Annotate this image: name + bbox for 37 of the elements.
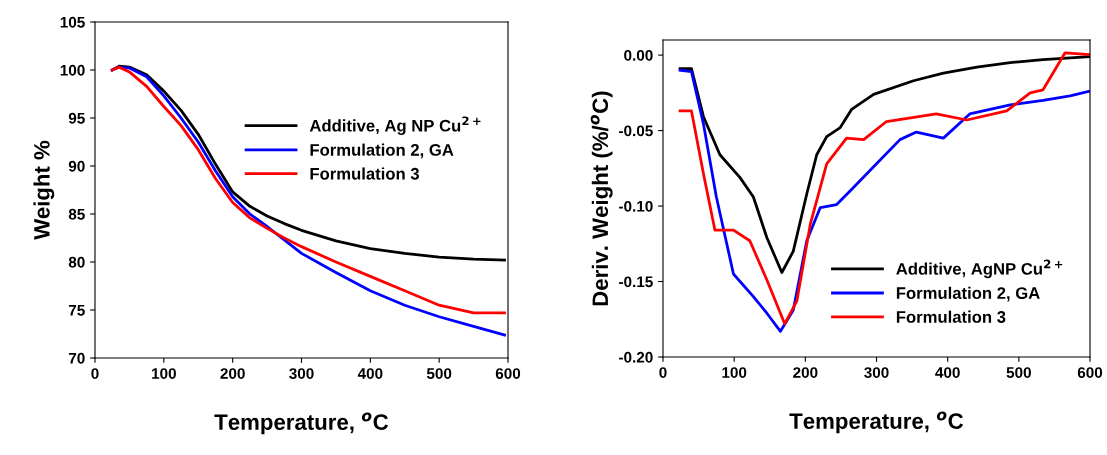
x-tick-label: 600 (495, 368, 521, 379)
x-tick-label: 400 (357, 368, 383, 379)
legend-label: Formulation 3 (896, 310, 1006, 323)
legend-label: Additive, Ag NP Cu$^{2+}$ (309, 116, 481, 135)
y-tick-label: 80 (68, 256, 85, 268)
legend-label: Formulation 2, GA (896, 286, 1040, 302)
x-axis-title: Temperature, $^{o}$C (214, 412, 389, 435)
y-tick-label: 90 (68, 160, 85, 172)
y-tick-label: 100 (60, 64, 85, 76)
x-tick-label: 0 (91, 368, 99, 379)
y-axis-title: Deriv. Weight (%/$^{o}$C) (590, 91, 613, 306)
y-tick-label: 75 (68, 305, 85, 316)
y-tick-label: 0.00 (624, 49, 653, 61)
x-tick-label: 500 (1006, 367, 1031, 378)
x-tick-label: 100 (722, 367, 747, 378)
y-tick-label: 85 (68, 208, 85, 220)
x-axis-title: Temperature, $^{o}$C (789, 411, 964, 434)
y-tick-label: 105 (60, 16, 85, 28)
legend-label: Formulation 3 (310, 167, 419, 180)
legend-label: Additive, AgNP Cu$^{2+}$ (896, 259, 1063, 279)
x-tick-label: 200 (793, 367, 818, 378)
x-tick-label: 300 (289, 368, 314, 379)
x-tick-label: 0 (659, 367, 667, 378)
y-tick-label: -0.20 (619, 351, 653, 363)
y-tick-label: 70 (68, 352, 85, 364)
y-tick-label: -0.10 (619, 200, 653, 212)
x-tick-label: 300 (864, 367, 889, 378)
x-tick-label: 200 (220, 368, 245, 379)
y-tick-label: -0.15 (619, 276, 653, 288)
x-tick-label: 400 (935, 367, 960, 378)
y-axis-title: Weight % (33, 140, 55, 240)
x-tick-label: 500 (426, 368, 452, 379)
y-tick-label: 95 (68, 112, 85, 124)
legend-label: Formulation 2, GA (310, 143, 454, 159)
x-tick-label: 600 (1077, 367, 1103, 378)
y-tick-label: -0.05 (619, 125, 653, 137)
x-tick-label: 100 (152, 368, 176, 379)
